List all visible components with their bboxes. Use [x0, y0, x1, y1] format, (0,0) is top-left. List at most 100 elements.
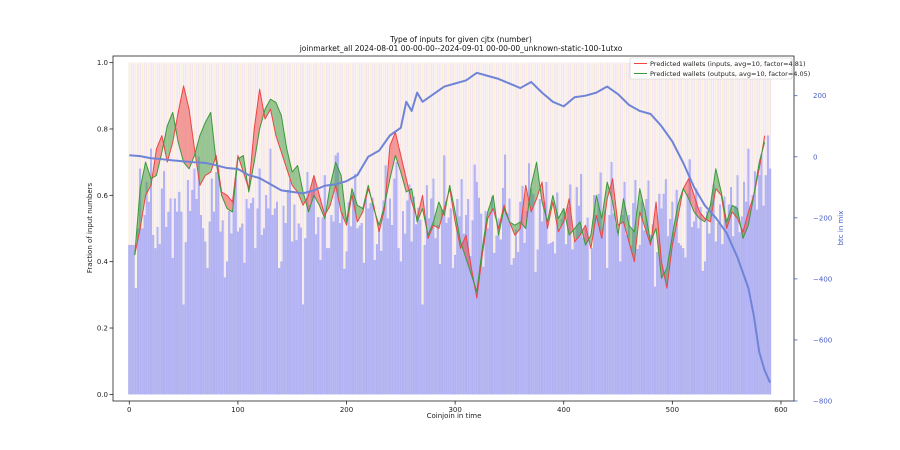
upper-bar	[756, 62, 758, 210]
bar	[393, 178, 396, 395]
upper-bar	[219, 62, 222, 232]
upper-bar	[147, 62, 150, 202]
bar	[408, 184, 411, 395]
upper-bar	[560, 62, 563, 220]
bar	[391, 225, 394, 395]
upper-bar	[636, 62, 639, 250]
bar	[410, 241, 413, 395]
upper-bar	[693, 62, 695, 222]
bar	[577, 205, 580, 395]
legend: Predicted wallets (inputs, avg=10, facto…	[629, 57, 810, 80]
bar	[697, 228, 700, 395]
upper-bar	[688, 62, 691, 160]
y2-tick-label: −600	[813, 336, 832, 344]
upper-bar	[423, 62, 426, 246]
bar	[247, 208, 250, 395]
upper-bar	[197, 62, 200, 157]
upper-bar	[380, 62, 383, 252]
fill-between	[601, 182, 608, 239]
upper-bar	[317, 62, 320, 218]
upper-bar	[664, 62, 667, 180]
upper-bar	[430, 62, 433, 199]
upper-bar	[297, 62, 300, 224]
bar	[721, 244, 724, 395]
upper-bar	[582, 62, 585, 238]
upper-bar	[760, 62, 763, 155]
upper-bar	[528, 62, 530, 164]
bar	[252, 197, 255, 395]
upper-bar	[730, 62, 732, 188]
bar	[632, 203, 635, 395]
upper-bar	[460, 62, 463, 180]
bar	[695, 188, 698, 395]
fill-between	[565, 198, 570, 236]
bar	[312, 178, 315, 395]
upper-bar	[634, 62, 637, 181]
fill-between	[461, 235, 466, 259]
upper-bar	[591, 62, 593, 249]
upper-bar	[412, 62, 415, 197]
bar	[332, 221, 335, 395]
bar	[447, 217, 450, 395]
upper-bar	[241, 62, 244, 224]
bar	[193, 168, 196, 395]
upper-bar	[699, 62, 702, 208]
bar	[703, 261, 706, 395]
upper-bar	[543, 62, 546, 202]
bar	[150, 148, 153, 395]
fill-between	[156, 135, 162, 176]
bar	[219, 231, 222, 395]
bar	[708, 233, 711, 395]
upper-bar	[519, 62, 522, 202]
bar	[506, 213, 509, 395]
bar	[412, 196, 415, 395]
bar	[458, 216, 461, 395]
upper-bar	[471, 62, 474, 221]
upper-bar	[549, 62, 552, 244]
bar	[336, 152, 339, 395]
bar	[627, 215, 630, 395]
bar	[291, 241, 294, 395]
bar	[510, 264, 513, 395]
upper-bar	[150, 62, 152, 149]
upper-bar	[719, 62, 722, 205]
upper-bar	[404, 62, 407, 234]
plot-frame	[112, 55, 795, 402]
upper-bar	[410, 62, 413, 242]
upper-bar	[521, 62, 524, 187]
upper-bar	[230, 62, 233, 234]
upper-bar	[384, 62, 387, 166]
bar	[482, 266, 485, 395]
upper-bar	[502, 62, 504, 189]
upper-bar	[641, 62, 643, 202]
upper-bar	[751, 62, 754, 196]
upper-bar	[565, 62, 567, 245]
bar	[258, 168, 261, 395]
bar	[625, 235, 628, 395]
bar	[593, 195, 596, 395]
upper-bar	[139, 62, 142, 169]
bar	[308, 205, 311, 395]
bar	[293, 204, 296, 395]
upper-bar	[734, 62, 737, 206]
upper-bar	[747, 62, 750, 149]
upper-bar	[234, 62, 237, 179]
upper-bar	[452, 62, 454, 269]
x-tick-label: 400	[557, 406, 570, 414]
bar	[276, 201, 279, 395]
bar	[451, 268, 454, 395]
upper-bar	[647, 62, 650, 181]
upper-bar	[493, 62, 496, 254]
bar	[636, 248, 639, 395]
upper-bar	[373, 62, 376, 261]
bar	[343, 268, 346, 395]
bar	[569, 184, 572, 395]
bar	[256, 208, 259, 395]
upper-bar	[628, 62, 630, 216]
fill-between	[558, 208, 564, 232]
fill-between	[205, 112, 211, 176]
y-tick-label: 0.0	[97, 391, 108, 399]
upper-bar	[260, 62, 263, 236]
upper-bar	[482, 62, 485, 267]
series-line-btc	[129, 71, 772, 384]
